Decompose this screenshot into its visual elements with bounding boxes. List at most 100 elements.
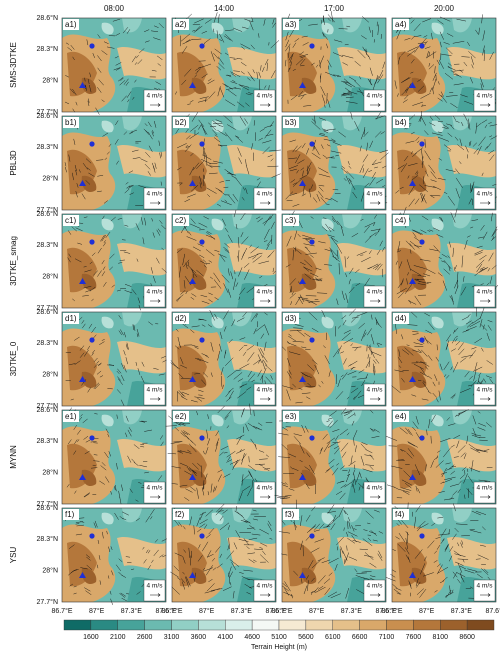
lat-tick-label: 27.7°N [37, 206, 58, 214]
station-triangle [409, 180, 416, 186]
label-box [63, 313, 79, 324]
ref-arrow [260, 299, 271, 303]
station-dot [199, 43, 205, 49]
station-dot [419, 239, 425, 245]
station-dot [419, 533, 425, 539]
lat-tick-label: 28.6°N [37, 14, 58, 22]
wind-vectors [385, 409, 493, 501]
ref-vector-label: 4 m/s [477, 93, 494, 100]
station-triangle [189, 474, 196, 480]
wind-vectors [278, 499, 383, 599]
station-triangle [409, 278, 416, 284]
lat-tick-label: 28.3°N [37, 143, 58, 151]
ref-vector-label: 4 m/s [257, 93, 274, 100]
colorbar-box [466, 619, 495, 631]
frame [171, 17, 277, 113]
wind-vectors [67, 215, 167, 311]
lat-tick-label: 28°N [42, 371, 58, 379]
station-dot [309, 337, 315, 343]
wind-vectors [175, 111, 281, 207]
ref-vector-label: 4 m/s [367, 191, 384, 198]
station-triangle [189, 572, 196, 578]
row-label: YSU [9, 547, 18, 564]
label-box [173, 215, 189, 226]
lat-tick-label: 28.6°N [37, 112, 58, 120]
station-dot [309, 239, 315, 245]
colorbar-tick-label: 8100 [432, 634, 448, 641]
station-dot [309, 533, 315, 539]
ref-arrow [150, 397, 161, 401]
colorbar-box [413, 619, 441, 631]
station-triangle [189, 278, 196, 284]
colorbar-box [63, 619, 92, 631]
station-dot [199, 141, 205, 147]
ref-arrow [150, 103, 161, 107]
panel-label: c4) [395, 216, 406, 225]
panel-label: b1) [65, 118, 77, 127]
lon-tick-label: 87.3°E [341, 607, 362, 615]
wind-vectors [394, 14, 497, 109]
colorbar-box [117, 619, 145, 631]
panel: f1) 4 m/s [61, 507, 167, 605]
label-box [173, 313, 189, 324]
panel: c2) 4 m/s [171, 209, 277, 309]
ref-box [473, 579, 496, 602]
panel: b4) 4 m/s [391, 110, 498, 211]
panel-label: e4) [395, 412, 407, 421]
ref-vector-label: 4 m/s [147, 93, 164, 100]
station-dot [309, 435, 315, 441]
label-box [283, 19, 299, 30]
frame [61, 17, 167, 113]
label-box [283, 411, 299, 422]
label-box [173, 509, 189, 520]
lon-tick-label: 86.7°E [51, 607, 72, 615]
panel: b1) 4 m/s [61, 115, 167, 211]
station-triangle [299, 376, 306, 382]
label-box [393, 509, 409, 520]
lon-tick-label: 87.6°E [265, 607, 286, 615]
station-triangle [299, 474, 306, 480]
label-box [63, 411, 79, 422]
station-dot [309, 141, 315, 147]
ref-vector-label: 4 m/s [257, 485, 274, 492]
panel-label: f2) [175, 510, 185, 519]
ref-vector-label: 4 m/s [477, 289, 494, 296]
column-header: 14:00 [214, 4, 235, 13]
ref-arrow [370, 397, 381, 401]
station-dot [309, 43, 315, 49]
panel: f4) 4 m/s [385, 502, 497, 603]
station-triangle [409, 82, 416, 88]
ref-vector-label: 4 m/s [147, 485, 164, 492]
panel: f3) 4 m/s [278, 499, 387, 603]
wind-vectors [64, 18, 164, 115]
row-label: PBL3D [9, 150, 18, 176]
label-box [173, 19, 189, 30]
panel: c1) 4 m/s [61, 213, 167, 311]
lat-tick-label: 27.7°N [37, 500, 58, 508]
ref-vector-label: 4 m/s [147, 289, 164, 296]
label-box [63, 509, 79, 520]
panel-label: e3) [285, 412, 297, 421]
frame [61, 409, 167, 505]
colorbar-box [225, 619, 253, 631]
ref-arrow [480, 201, 491, 205]
frame [281, 311, 387, 407]
label-box [283, 313, 299, 324]
wind-vectors [395, 206, 499, 306]
frame [171, 311, 277, 407]
ref-arrow [150, 299, 161, 303]
lat-tick-label: 28°N [42, 77, 58, 85]
ref-vector-label: 4 m/s [367, 289, 384, 296]
panel-label: a3) [285, 20, 297, 29]
frame [171, 507, 277, 603]
colorbar-tick-label: 2100 [110, 634, 126, 641]
panel-label: f4) [395, 510, 405, 519]
ref-box [363, 285, 386, 308]
panel-label: d1) [65, 314, 77, 323]
station-dot [419, 43, 425, 49]
colorbar-box [440, 619, 468, 631]
label-box [393, 117, 409, 128]
ref-arrow [260, 201, 271, 205]
ref-vector-label: 4 m/s [147, 583, 164, 590]
